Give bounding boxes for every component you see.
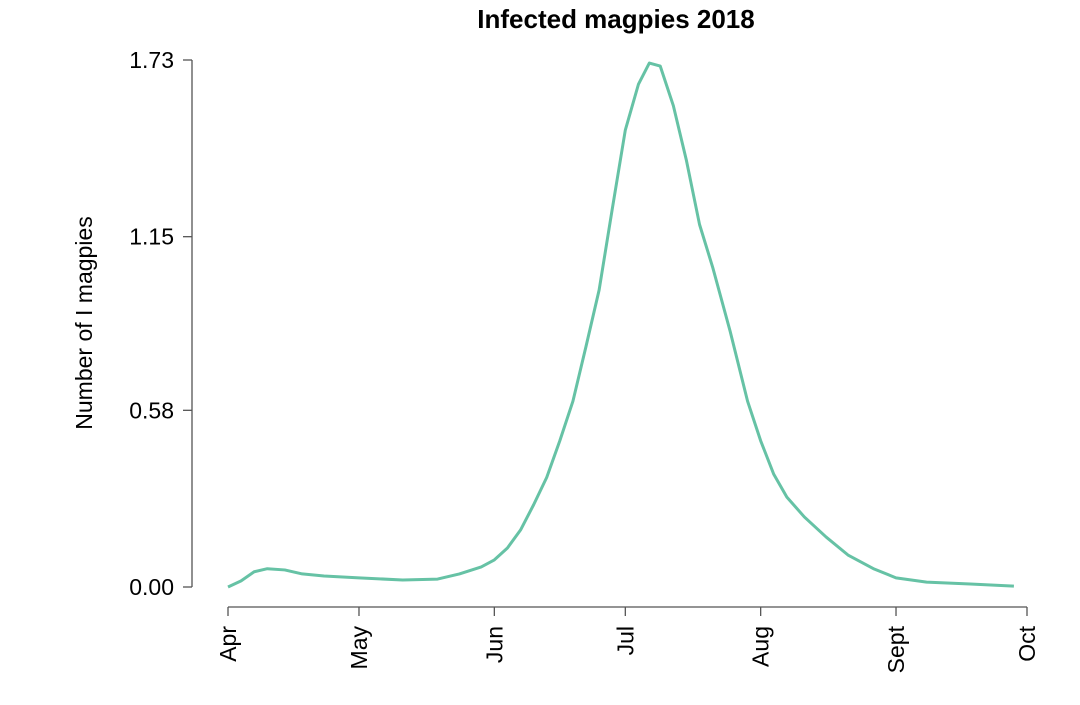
chart-title: Infected magpies 2018: [477, 4, 754, 34]
y-tick-label: 1.15: [129, 224, 174, 250]
x-tick-label: Apr: [215, 626, 241, 662]
x-tick-label: Jun: [481, 626, 507, 663]
line: [227, 61, 1014, 589]
y-tick-label: 1.73: [129, 47, 174, 73]
y-tick-label: 0.58: [129, 397, 174, 423]
x-tick-label: Aug: [748, 626, 774, 667]
x-tick-label: Sept: [883, 625, 909, 673]
y-tick-label: 0.00: [129, 574, 174, 600]
x-tick-label: Oct: [1014, 625, 1040, 661]
x-tick-label: Jul: [612, 626, 638, 655]
y-axis-label: Number of I magpies: [71, 216, 97, 429]
x-tick-label: May: [346, 626, 372, 670]
